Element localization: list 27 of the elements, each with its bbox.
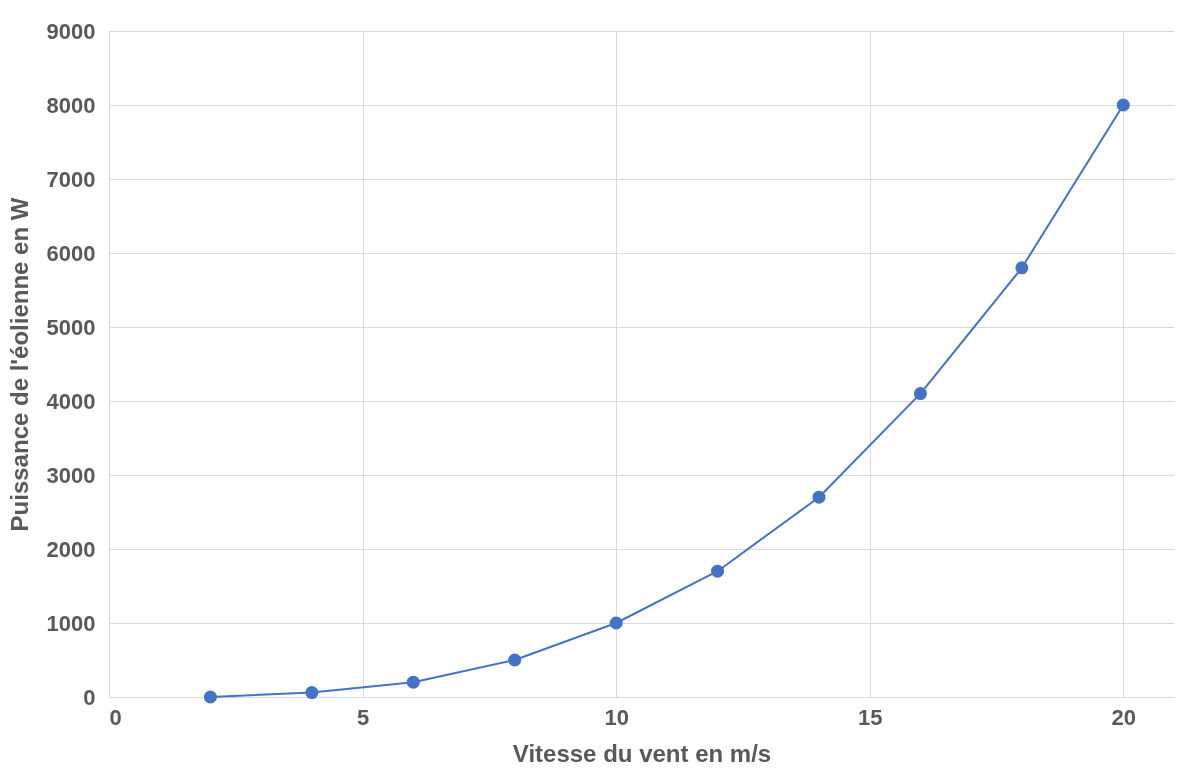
y-axis-title: Puissance de l'éolienne en W — [5, 197, 33, 532]
y-tick-label: 4000 — [46, 388, 96, 414]
point — [913, 387, 927, 401]
y-tick-label: 6000 — [46, 240, 96, 266]
point — [812, 490, 826, 504]
y-tick-label: 1000 — [46, 610, 96, 636]
point — [203, 690, 217, 704]
y-tick-label: 3000 — [46, 462, 96, 488]
point — [508, 653, 522, 667]
point — [1116, 98, 1130, 112]
point — [1015, 261, 1029, 275]
y-tick-label: 2000 — [46, 536, 96, 562]
point — [406, 675, 420, 689]
x-tick-label: 10 — [604, 704, 629, 730]
point — [305, 686, 319, 700]
y-tick-label: 8000 — [46, 92, 96, 118]
x-tick-label: 20 — [1111, 704, 1137, 730]
point — [711, 564, 725, 578]
y-tick-label: 5000 — [46, 314, 96, 340]
x-tick-label: 0 — [109, 704, 122, 730]
point — [609, 616, 623, 630]
x-tick-label: 5 — [356, 704, 370, 730]
x-axis-title: Vitesse du vent en m/s — [512, 739, 772, 767]
y-tick-label: 9000 — [46, 18, 96, 44]
y-tick-label: 7000 — [46, 166, 96, 192]
y-tick-label: 0 — [83, 684, 96, 710]
x-tick-label: 15 — [857, 704, 883, 730]
